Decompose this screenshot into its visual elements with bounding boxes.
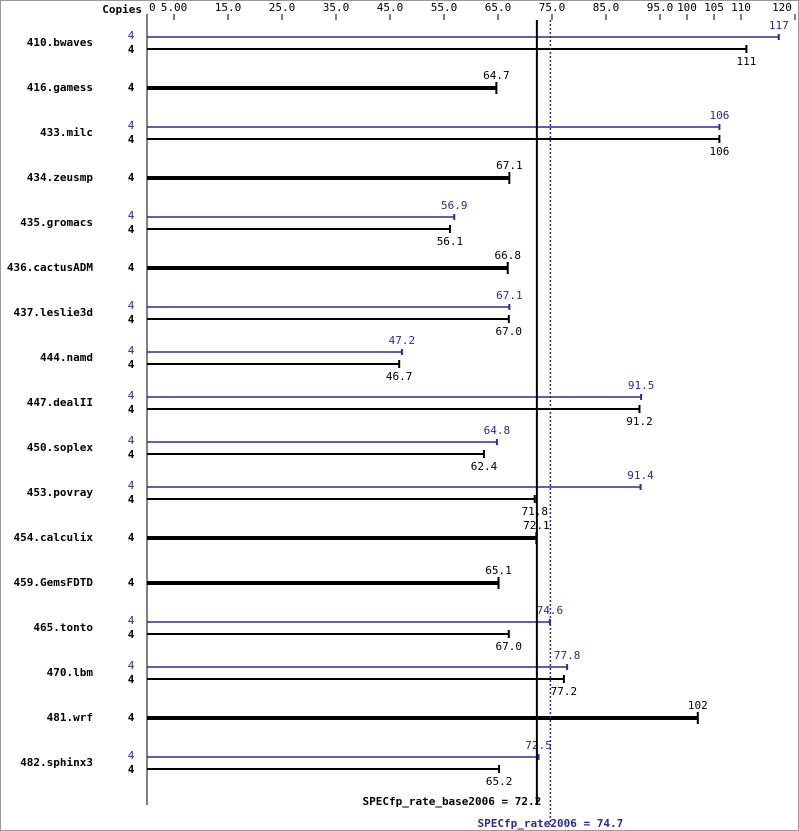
base-value-label: 71.8 <box>521 505 548 518</box>
benchmark-label: 481.wrf <box>47 711 93 724</box>
benchmark-label: 470.lbm <box>47 666 94 679</box>
copies-label: 4 <box>128 403 135 416</box>
base-value-label: 56.1 <box>437 235 464 248</box>
peak-value-label: 106 <box>709 109 729 122</box>
base-reference-label: SPECfp_rate_base2006 = 72.2 <box>362 795 541 808</box>
x-tick-label: 120 <box>772 1 792 14</box>
base-value-label: 65.1 <box>485 564 512 577</box>
base-value-label: 67.1 <box>496 159 523 172</box>
x-tick-label: 100 <box>677 1 697 14</box>
benchmark-label: 453.povray <box>27 486 94 499</box>
base-value-label: 91.2 <box>626 415 653 428</box>
benchmark-label: 434.zeusmp <box>27 171 94 184</box>
x-tick-label: 105 <box>704 1 724 14</box>
x-tick-label: 25.0 <box>269 1 296 14</box>
copies-label: 4 <box>128 299 135 312</box>
base-value-label: 64.7 <box>483 69 510 82</box>
x-tick-label: 85.0 <box>593 1 620 14</box>
copies-label: 4 <box>128 614 135 627</box>
copies-label: 4 <box>128 81 135 94</box>
copies-label: 4 <box>128 763 135 776</box>
copies-label: 4 <box>128 389 135 402</box>
benchmark-label: 450.soplex <box>27 441 94 454</box>
peak-value-label: 91.4 <box>627 469 654 482</box>
copies-label: 4 <box>128 448 135 461</box>
copies-label: 4 <box>128 673 135 686</box>
copies-label: 4 <box>128 171 135 184</box>
base-value-label: 67.0 <box>496 640 523 653</box>
copies-label: 4 <box>128 344 135 357</box>
peak-value-label: 67.1 <box>496 289 523 302</box>
copies-label: 4 <box>128 531 135 544</box>
x-tick-label: 0 <box>149 1 156 14</box>
copies-label: 4 <box>128 659 135 672</box>
x-tick-label: 65.0 <box>485 1 512 14</box>
copies-label: 4 <box>128 261 135 274</box>
base-value-label: 65.2 <box>486 775 513 788</box>
copies-label: 4 <box>128 434 135 447</box>
peak-value-label: 47.2 <box>389 334 416 347</box>
copies-label: 4 <box>128 358 135 371</box>
benchmark-label: 444.namd <box>40 351 93 364</box>
peak-value-label: 117 <box>769 19 789 32</box>
copies-label: 4 <box>128 628 135 641</box>
copies-label: 4 <box>128 209 135 222</box>
x-tick-label: 75.0 <box>539 1 566 14</box>
benchmark-label: 454.calculix <box>14 531 94 544</box>
peak-value-label: 72.5 <box>525 739 552 752</box>
benchmark-label: 436.cactusADM <box>7 261 93 274</box>
base-value-label: 67.0 <box>496 325 523 338</box>
base-value-label: 46.7 <box>386 370 413 383</box>
copies-label: 4 <box>128 749 135 762</box>
benchmark-label: 447.dealII <box>27 396 93 409</box>
x-tick-label: 110 <box>731 1 751 14</box>
copies-label: 4 <box>128 223 135 236</box>
copies-label: 4 <box>128 313 135 326</box>
copies-label: 4 <box>128 119 135 132</box>
peak-value-label: 91.5 <box>628 379 655 392</box>
benchmark-label: 482.sphinx3 <box>20 756 93 769</box>
base-value-label: 66.8 <box>494 249 521 262</box>
benchmark-label: 435.gromacs <box>20 216 93 229</box>
peak-value-label: 77.8 <box>554 649 581 662</box>
peak-reference-label: SPECfp_rate2006 = 74.7 <box>478 817 624 830</box>
x-tick-label: 5.00 <box>161 1 188 14</box>
copies-label: 4 <box>128 576 135 589</box>
benchmark-label: 465.tonto <box>33 621 93 634</box>
benchmark-label: 437.leslie3d <box>14 306 93 319</box>
copies-header: Copies <box>102 3 142 16</box>
x-tick-label: 95.0 <box>647 1 674 14</box>
x-tick-label: 55.0 <box>431 1 458 14</box>
copies-label: 4 <box>128 43 135 56</box>
copies-label: 4 <box>128 479 135 492</box>
base-value-label: 62.4 <box>471 460 498 473</box>
peak-value-label: 64.8 <box>484 424 511 437</box>
base-value-label: 77.2 <box>551 685 578 698</box>
peak-value-label: 56.9 <box>441 199 468 212</box>
base-value-label: 102 <box>688 699 708 712</box>
benchmark-label: 459.GemsFDTD <box>14 576 94 589</box>
benchmark-label: 410.bwaves <box>27 36 93 49</box>
copies-label: 4 <box>128 493 135 506</box>
copies-label: 4 <box>128 133 135 146</box>
x-tick-label: 15.0 <box>215 1 242 14</box>
peak-value-label: 74.6 <box>537 604 564 617</box>
base-value-label: 111 <box>736 55 756 68</box>
copies-label: 4 <box>128 711 135 724</box>
copies-label: 4 <box>128 29 135 42</box>
x-tick-label: 45.0 <box>377 1 404 14</box>
benchmark-label: 416.gamess <box>27 81 93 94</box>
x-tick-label: 35.0 <box>323 1 350 14</box>
benchmark-label: 433.milc <box>40 126 93 139</box>
base-value-label: 106 <box>709 145 729 158</box>
